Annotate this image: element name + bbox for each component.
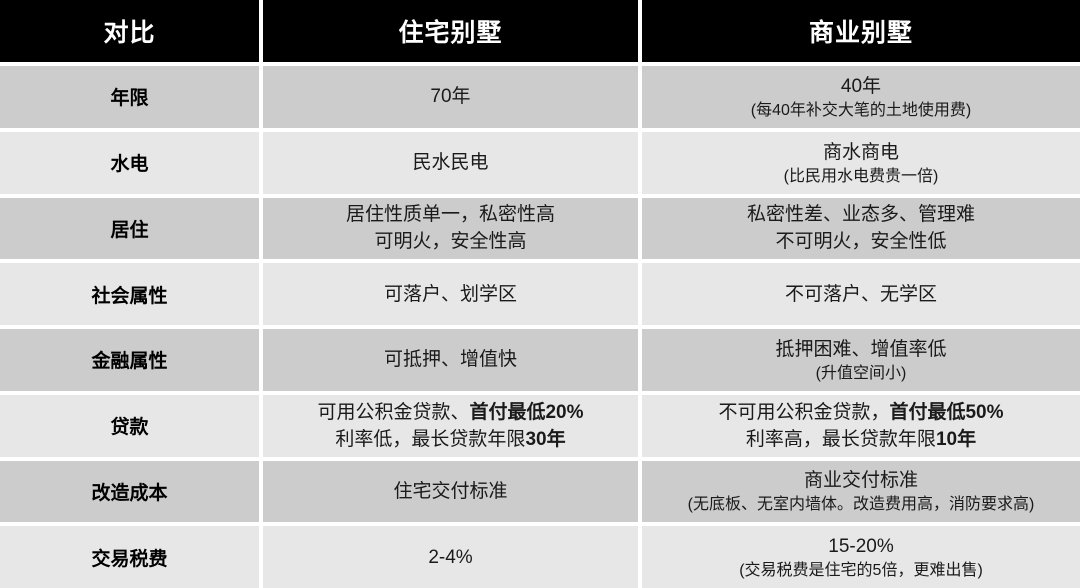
cell-social-commercial: 不可落户、无学区 — [642, 263, 1080, 325]
row-label-text: 改造成本 — [91, 482, 168, 504]
cell-note: (无底板、无室内墙体。改造费用高，消防要求高) — [687, 496, 1035, 514]
row-label-text: 贷款 — [110, 417, 149, 439]
cell-text: 不可明火，安全性低 — [775, 231, 947, 253]
cell-text: 40年 — [840, 75, 882, 97]
cell-renovation-residential: 住宅交付标准 — [263, 460, 638, 523]
cell-tax-commercial: 15-20% (交易税费是住宅的5倍，更难出售) — [642, 526, 1080, 588]
row-label-utilities: 水电 — [0, 131, 259, 194]
cell-years-residential: 70年 — [263, 66, 638, 128]
cell-note: (交易税费是住宅的5倍，更难出售) — [739, 562, 983, 580]
row-label-years: 年限 — [0, 66, 259, 128]
header-commercial-label: 商业别墅 — [808, 19, 913, 47]
cell-text: 可抵押、增值快 — [383, 349, 517, 371]
cell-utilities-commercial: 商水商电 (比民用水电费贵一倍) — [642, 131, 1080, 194]
cell-loan-commercial: 不可用公积金贷款，首付最低50% 利率高，最长贷款年限10年 — [642, 394, 1080, 457]
row-label-text: 水电 — [110, 154, 149, 176]
header-compare-label: 对比 — [103, 19, 156, 47]
cell-text: 商水商电 — [822, 141, 899, 163]
row-label-text: 年限 — [110, 88, 149, 110]
cell-note: (每40年补交大笔的土地使用费) — [750, 101, 972, 119]
row-label-text: 社会属性 — [91, 285, 168, 307]
loan-text-normal: 不可用公积金贷款， — [718, 401, 890, 423]
cell-living-commercial: 私密性差、业态多、管理难 不可明火，安全性低 — [642, 197, 1080, 260]
cell-text: 可用公积金贷款、首付最低20% — [317, 399, 583, 426]
cell-text: 民水民电 — [412, 152, 489, 174]
cell-text: 住宅交付标准 — [393, 480, 508, 502]
cell-loan-residential: 可用公积金贷款、首付最低20% 利率低，最长贷款年限30年 — [263, 394, 638, 457]
cell-text: 利率高，最长贷款年限10年 — [746, 426, 976, 453]
cell-text: 不可用公积金贷款，首付最低50% — [718, 399, 1003, 426]
cell-living-residential: 居住性质单一，私密性高 可明火，安全性高 — [263, 197, 638, 260]
loan-text-normal: 可用公积金贷款、 — [317, 401, 470, 423]
loan-text-bold: 10年 — [935, 428, 977, 450]
cell-financial-commercial: 抵押困难、增值率低 (升值空间小) — [642, 329, 1080, 391]
cell-text: 可明火，安全性高 — [374, 231, 527, 253]
row-label-text: 居住 — [110, 219, 149, 241]
cell-utilities-residential: 民水民电 — [263, 131, 638, 194]
cell-note: (升值空间小) — [815, 364, 907, 382]
cell-text: 抵押困难、增值率低 — [775, 338, 947, 360]
header-commercial: 商业别墅 — [642, 0, 1080, 62]
loan-text-bold: 30年 — [525, 428, 566, 450]
loan-text-normal: 利率低，最长贷款年限 — [335, 428, 526, 450]
cell-years-commercial: 40年 (每40年补交大笔的土地使用费) — [642, 66, 1080, 128]
row-label-financial: 金融属性 — [0, 329, 259, 391]
row-label-text: 交易税费 — [91, 548, 168, 570]
cell-text: 商业交付标准 — [803, 470, 918, 492]
row-label-loan: 贷款 — [0, 394, 259, 457]
row-label-living: 居住 — [0, 197, 259, 260]
cell-text: 私密性差、业态多、管理难 — [746, 204, 975, 226]
header-residential-label: 住宅别墅 — [398, 19, 503, 47]
cell-text: 2-4% — [428, 546, 473, 568]
cell-text: 利率低，最长贷款年限30年 — [335, 426, 565, 453]
cell-renovation-commercial: 商业交付标准 (无底板、无室内墙体。改造费用高，消防要求高) — [642, 460, 1080, 523]
cell-tax-residential: 2-4% — [263, 526, 638, 588]
cell-financial-residential: 可抵押、增值快 — [263, 329, 638, 391]
row-label-social: 社会属性 — [0, 263, 259, 325]
row-label-renovation: 改造成本 — [0, 460, 259, 523]
cell-text: 可落户、划学区 — [383, 283, 517, 305]
loan-text-bold: 首付最低20% — [469, 401, 584, 423]
cell-text: 70年 — [430, 86, 471, 108]
loan-text-normal: 利率高，最长贷款年限 — [745, 428, 936, 450]
cell-note: (比民用水电费贵一倍) — [783, 167, 939, 185]
cell-text: 不可落户、无学区 — [784, 283, 937, 305]
cell-text: 15-20% — [828, 536, 894, 558]
row-label-tax: 交易税费 — [0, 526, 259, 588]
row-label-text: 金融属性 — [91, 351, 168, 373]
cell-text: 居住性质单一，私密性高 — [345, 204, 555, 226]
loan-text-bold: 首付最低50% — [889, 401, 1004, 423]
header-compare: 对比 — [0, 0, 259, 62]
header-residential: 住宅别墅 — [263, 0, 638, 62]
cell-social-residential: 可落户、划学区 — [263, 263, 638, 325]
